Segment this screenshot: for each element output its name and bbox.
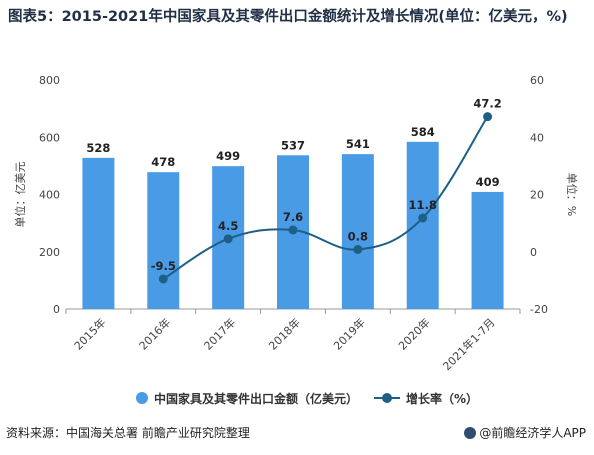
x-tick-label: 2021年1-7月 bbox=[440, 315, 498, 373]
y2-tick-label: 20 bbox=[530, 189, 544, 202]
growth-value-label: 11.8 bbox=[409, 198, 437, 212]
y-tick-label: 200 bbox=[39, 246, 60, 259]
x-tick-label: 2020年 bbox=[395, 315, 432, 352]
x-tick-label: 2016年 bbox=[136, 315, 173, 352]
growth-point bbox=[158, 274, 168, 284]
y2-tick-label: 40 bbox=[530, 131, 544, 144]
y-tick-label: 800 bbox=[39, 74, 60, 87]
x-tick-label: 2019年 bbox=[331, 315, 368, 352]
bar-value-label: 541 bbox=[346, 137, 370, 151]
y-tick-label: 400 bbox=[39, 189, 60, 202]
brand-logo-icon bbox=[464, 427, 477, 439]
y-tick-label: 600 bbox=[39, 131, 60, 144]
growth-value-label: -9.5 bbox=[151, 259, 176, 273]
bar-value-label: 584 bbox=[411, 125, 435, 139]
chart-bars bbox=[82, 141, 504, 309]
growth-value-label: 47.2 bbox=[473, 97, 501, 111]
growth-value-label: 0.8 bbox=[348, 229, 368, 243]
y2-axis-title: 单位：% bbox=[565, 173, 579, 216]
x-tick-label: 2017年 bbox=[201, 315, 238, 352]
bar-value-label: 409 bbox=[476, 175, 500, 189]
growth-point bbox=[288, 225, 298, 235]
bar bbox=[471, 191, 504, 309]
brand-credit: @前瞻经济学人APP bbox=[464, 424, 586, 441]
growth-point bbox=[353, 244, 363, 254]
x-tick-label: 2015年 bbox=[71, 315, 108, 352]
growth-point bbox=[223, 234, 233, 244]
growth-value-label: 4.5 bbox=[218, 219, 238, 233]
bar bbox=[82, 157, 115, 309]
bar-value-label: 537 bbox=[281, 138, 305, 152]
chart-labels: 528 478 499 537 541 584 409 -9.5 4.5 7.6 0.8 11.8 47… bbox=[86, 97, 501, 273]
legend-line-label: 增长率（%） bbox=[406, 392, 479, 406]
y-tick-label: 0 bbox=[53, 303, 60, 316]
bar-value-label: 478 bbox=[151, 155, 175, 169]
brand-text: @前瞻经济学人APP bbox=[479, 426, 586, 440]
chart-title: 图表5：2015-2021年中国家具及其零件出口金额统计及增长情况(单位：亿美元… bbox=[8, 9, 568, 25]
bar-value-label: 499 bbox=[216, 149, 240, 163]
y2-tick-label: -20 bbox=[530, 303, 548, 316]
y2-tick-label: 60 bbox=[530, 74, 544, 87]
y-axis-title: 单位：亿美元 bbox=[13, 162, 27, 228]
legend-bar-label: 中国家具及其零件出口金额（亿美元） bbox=[154, 392, 359, 406]
growth-point bbox=[418, 213, 428, 223]
growth-point bbox=[483, 112, 493, 122]
legend-line-marker bbox=[382, 393, 392, 403]
y2-tick-label: 0 bbox=[530, 246, 537, 259]
chart-legend: 中国家具及其零件出口金额（亿美元） 增长率（%） bbox=[0, 388, 594, 408]
source-note: 资料来源：中国海关总署 前瞻产业研究院整理 bbox=[6, 426, 250, 440]
bar bbox=[147, 172, 180, 309]
growth-line bbox=[162, 116, 489, 280]
legend-bar-swatch bbox=[136, 392, 148, 404]
x-tick-label: 2018年 bbox=[266, 315, 303, 352]
bar bbox=[406, 141, 439, 309]
bar-value-label: 528 bbox=[86, 141, 110, 155]
chart-line bbox=[158, 112, 493, 284]
growth-value-label: 7.6 bbox=[283, 210, 303, 224]
bar bbox=[341, 154, 374, 309]
